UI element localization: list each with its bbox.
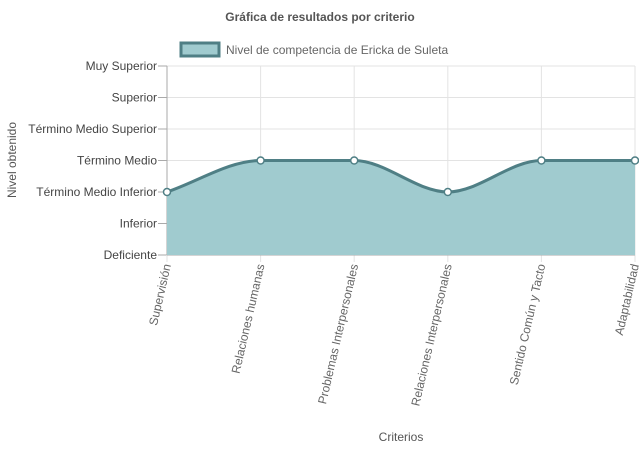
xtick-label: Relaciones humanas xyxy=(229,263,268,375)
series-area xyxy=(167,160,635,255)
y-axis-title: Nivel obtenido xyxy=(5,122,19,198)
data-point[interactable] xyxy=(162,187,172,197)
series-line xyxy=(166,158,635,194)
ytick-label: Muy Superior xyxy=(86,59,157,73)
ytick-label: Término Medio Superior xyxy=(28,122,157,136)
x-axis-title: Criterios xyxy=(379,430,424,444)
x-axis-ticks: Supervisión Relaciones humanas Problemas I… xyxy=(146,262,639,407)
ytick-label: Término Medio xyxy=(77,154,157,168)
legend[interactable]: Nivel de competencia de Ericka de Suleta xyxy=(179,41,448,58)
xtick-label: Supervisión xyxy=(146,263,174,327)
legend-swatch xyxy=(179,41,221,58)
y-axis-ticks: Deficiente Inferior Término Medio Inferior… xyxy=(28,59,157,262)
data-point[interactable] xyxy=(443,187,453,197)
plot-area xyxy=(166,158,635,255)
data-point[interactable] xyxy=(537,156,546,165)
ytick-label: Inferior xyxy=(120,217,157,231)
xtick-label: Adaptabilidad xyxy=(612,263,639,337)
data-point[interactable] xyxy=(630,156,639,165)
data-points xyxy=(162,156,639,197)
legend-label: Nivel de competencia de Ericka de Suleta xyxy=(226,43,448,57)
ytick-label: Término Medio Inferior xyxy=(36,185,157,199)
xtick-label: Relaciones Interpersonales xyxy=(408,263,454,408)
data-point[interactable] xyxy=(349,156,359,165)
ytick-label: Deficiente xyxy=(104,248,158,262)
data-point[interactable] xyxy=(256,156,265,165)
xtick-label: Sentido Común y Tacto xyxy=(507,262,549,386)
chart-title: Gráfica de resultados por criterio xyxy=(225,10,414,24)
xtick-label: Problemas Interpersonales xyxy=(315,263,361,406)
ytick-label: Superior xyxy=(112,91,157,105)
